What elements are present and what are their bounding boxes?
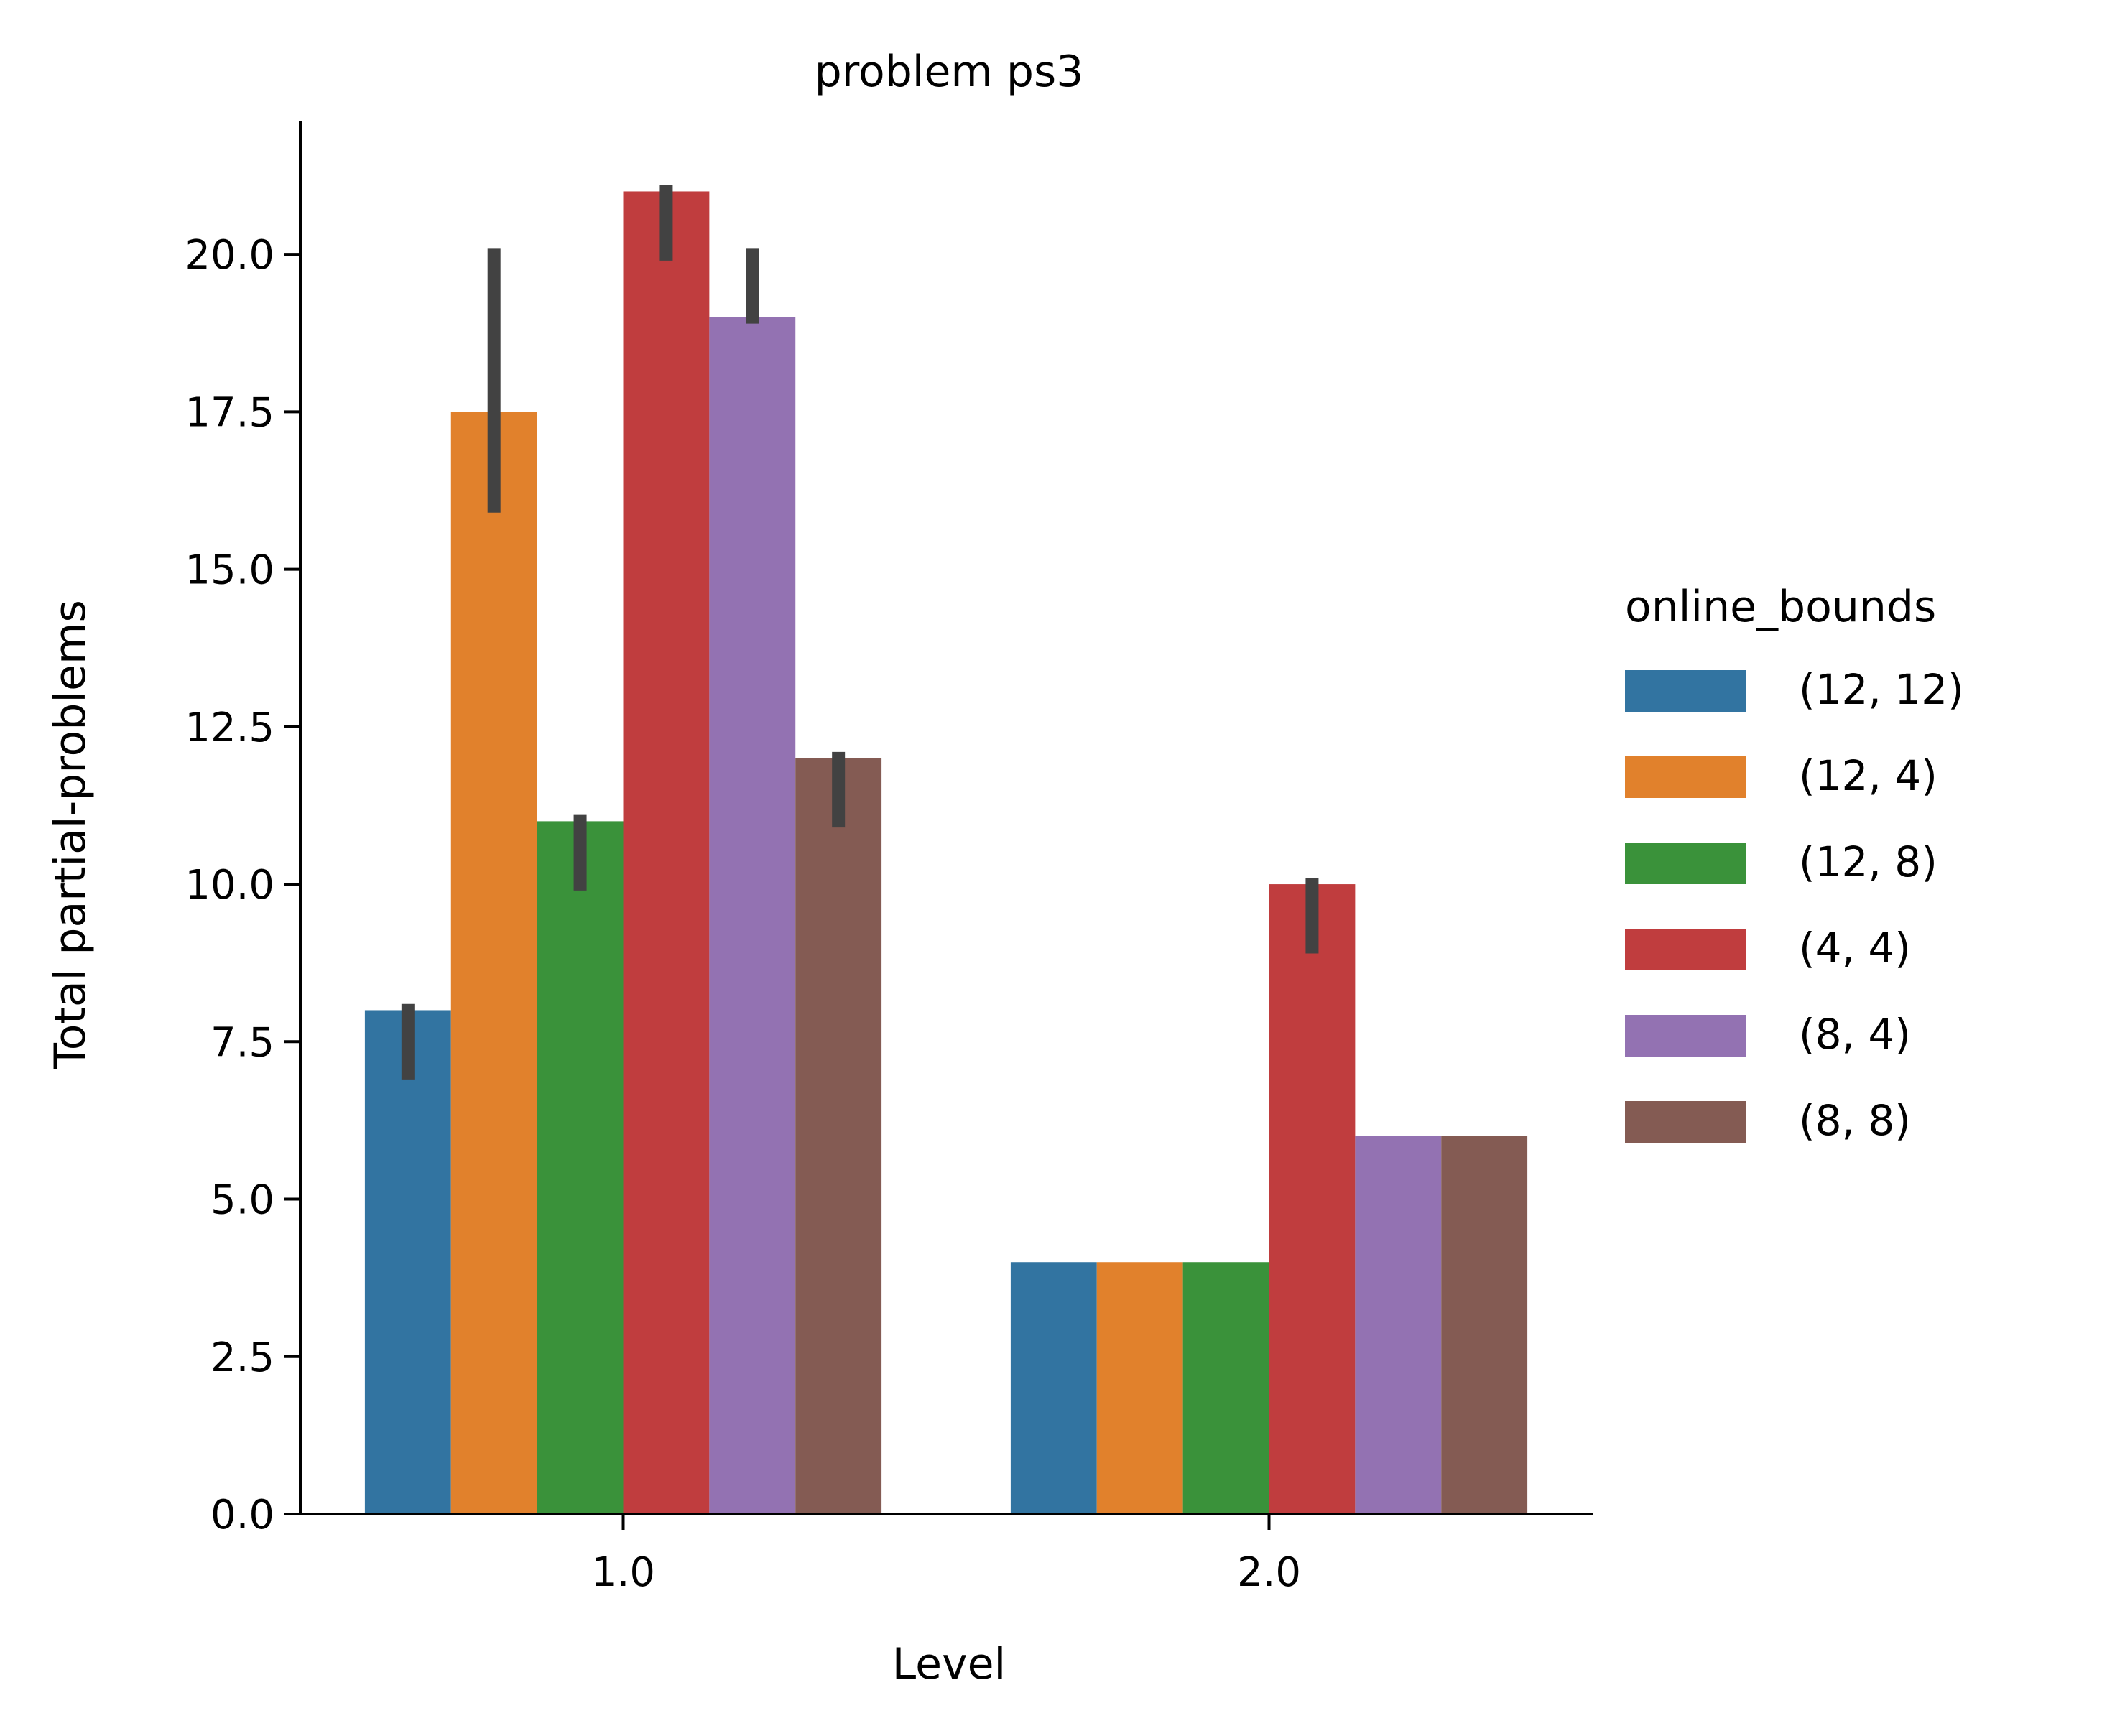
error-bars-group — [401, 185, 1319, 1080]
y-tick-label: 17.5 — [185, 389, 274, 436]
y-axis-title: Total partial-problems — [45, 600, 96, 1070]
axes-group: 0.0 2.5 5.0 7.5 10.0 12.5 15.0 17.5 20.0 1.0 2.0 — [185, 121, 1593, 1596]
legend-items: (12, 12) (12, 4) (12, 8) (4, 4) (8, 4) (8, 8) — [1625, 665, 1964, 1145]
legend-swatch — [1625, 670, 1746, 712]
y-tick-label: 12.5 — [185, 705, 274, 751]
bar--4-4-level-0 — [623, 191, 710, 1514]
bar--12-8-level-1 — [1182, 1262, 1269, 1514]
bar--4-4-level-1 — [1269, 884, 1356, 1514]
legend-label: (12, 12) — [1799, 665, 1964, 714]
legend-swatch — [1625, 843, 1746, 884]
bars-group — [364, 191, 1528, 1514]
bar--8-4-level-1 — [1355, 1136, 1442, 1514]
chart-title: problem ps3 — [815, 47, 1084, 97]
legend-label: (12, 8) — [1799, 837, 1937, 886]
legend-swatch — [1625, 1015, 1746, 1057]
legend: online_bounds (12, 12) (12, 4) (12, 8) (4, … — [1625, 582, 1964, 1145]
legend-swatch — [1625, 756, 1746, 798]
y-tick-label: 0.0 — [210, 1492, 274, 1538]
bar--8-8-level-1 — [1441, 1136, 1528, 1514]
x-axis-title: Level — [892, 1639, 1006, 1689]
y-tick-label: 7.5 — [210, 1019, 274, 1066]
y-tick-label: 15.0 — [185, 547, 274, 594]
bar--12-12-level-1 — [1010, 1262, 1097, 1514]
bar--12-4-level-0 — [450, 412, 537, 1514]
x-tick-label: 1.0 — [591, 1549, 655, 1596]
legend-label: (12, 4) — [1799, 751, 1937, 800]
y-tick-label: 10.0 — [185, 862, 274, 909]
bar--12-8-level-0 — [537, 821, 624, 1514]
bar--8-8-level-0 — [795, 758, 882, 1514]
x-tick-label: 2.0 — [1237, 1549, 1301, 1596]
legend-title: online_bounds — [1625, 582, 1936, 632]
legend-swatch — [1625, 1101, 1746, 1143]
legend-label: (8, 8) — [1799, 1096, 1911, 1145]
y-tick-label: 2.5 — [210, 1335, 274, 1381]
bar--8-4-level-0 — [709, 317, 796, 1514]
bar--12-4-level-1 — [1096, 1262, 1183, 1514]
bar--12-12-level-0 — [364, 1010, 451, 1514]
legend-swatch — [1625, 929, 1746, 970]
y-tick-label: 20.0 — [185, 232, 274, 279]
legend-label: (8, 4) — [1799, 1010, 1911, 1059]
y-tick-label: 5.0 — [210, 1177, 274, 1224]
legend-label: (4, 4) — [1799, 924, 1911, 973]
